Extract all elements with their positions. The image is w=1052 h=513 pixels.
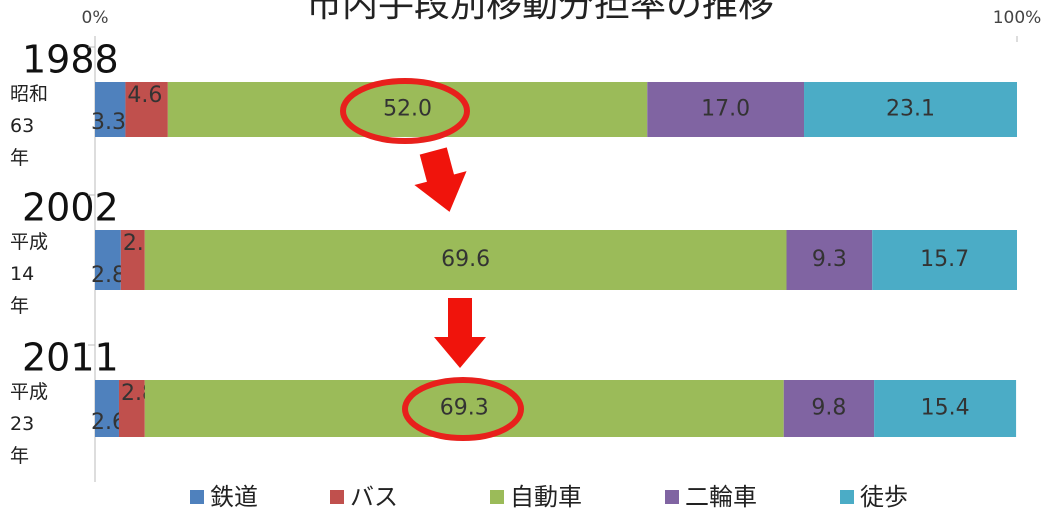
bar-segment: [647, 82, 805, 137]
bar-segment: [874, 380, 1017, 437]
bar-segment: [95, 82, 126, 137]
bar-segment: [804, 82, 1017, 137]
bar-segment: [95, 230, 121, 290]
bar-segment: [118, 380, 145, 437]
legend-swatch: [840, 490, 854, 504]
bar-segment: [144, 380, 784, 437]
value-label: 9.8: [811, 396, 846, 421]
value-label: 17.0: [701, 97, 750, 122]
bar-segment: [872, 230, 1017, 290]
y-tick-label: 平成23年: [10, 381, 49, 467]
value-label: 2.8: [91, 263, 126, 288]
value-label: 4.6: [127, 83, 162, 108]
year-label: 2002: [22, 186, 119, 230]
bar-segment: [144, 230, 787, 290]
legend-label: 自動車: [510, 483, 582, 511]
value-label: 9.3: [812, 247, 847, 272]
legend-label: 二輪車: [685, 483, 757, 511]
legend-label: 鉄道: [210, 483, 258, 511]
bar-segment: [783, 380, 875, 437]
x-tick-label: 0%: [82, 8, 109, 28]
legend-label: バス: [350, 483, 398, 511]
x-tick-label: 100%: [993, 8, 1042, 28]
value-label: 52.0: [383, 97, 432, 122]
bar-segment: [120, 230, 145, 290]
bar-segment: [167, 82, 648, 137]
bar-segment: [95, 380, 119, 437]
chart-title: 市内手段別移動分担率の推移: [306, 0, 774, 25]
value-label: 3.3: [91, 110, 126, 135]
value-label: 69.6: [441, 247, 490, 272]
legend-swatch: [665, 490, 679, 504]
value-label: 23.1: [886, 97, 935, 122]
year-label: 1988: [22, 38, 119, 82]
year-label: 2011: [22, 336, 119, 380]
annotation: [340, 78, 524, 441]
bar-segment: [786, 230, 873, 290]
legend-swatch: [190, 490, 204, 504]
y-tick-label: 昭和63年: [10, 83, 49, 169]
value-label: 15.7: [920, 247, 969, 272]
legend-label: 徒歩: [860, 483, 908, 511]
value-label: 15.4: [921, 396, 970, 421]
y-tick-label: 平成14年: [10, 231, 49, 317]
legend-swatch: [490, 490, 504, 504]
value-label: 69.3: [440, 396, 489, 421]
legend-swatch: [330, 490, 344, 504]
bar-segment: [125, 82, 168, 137]
